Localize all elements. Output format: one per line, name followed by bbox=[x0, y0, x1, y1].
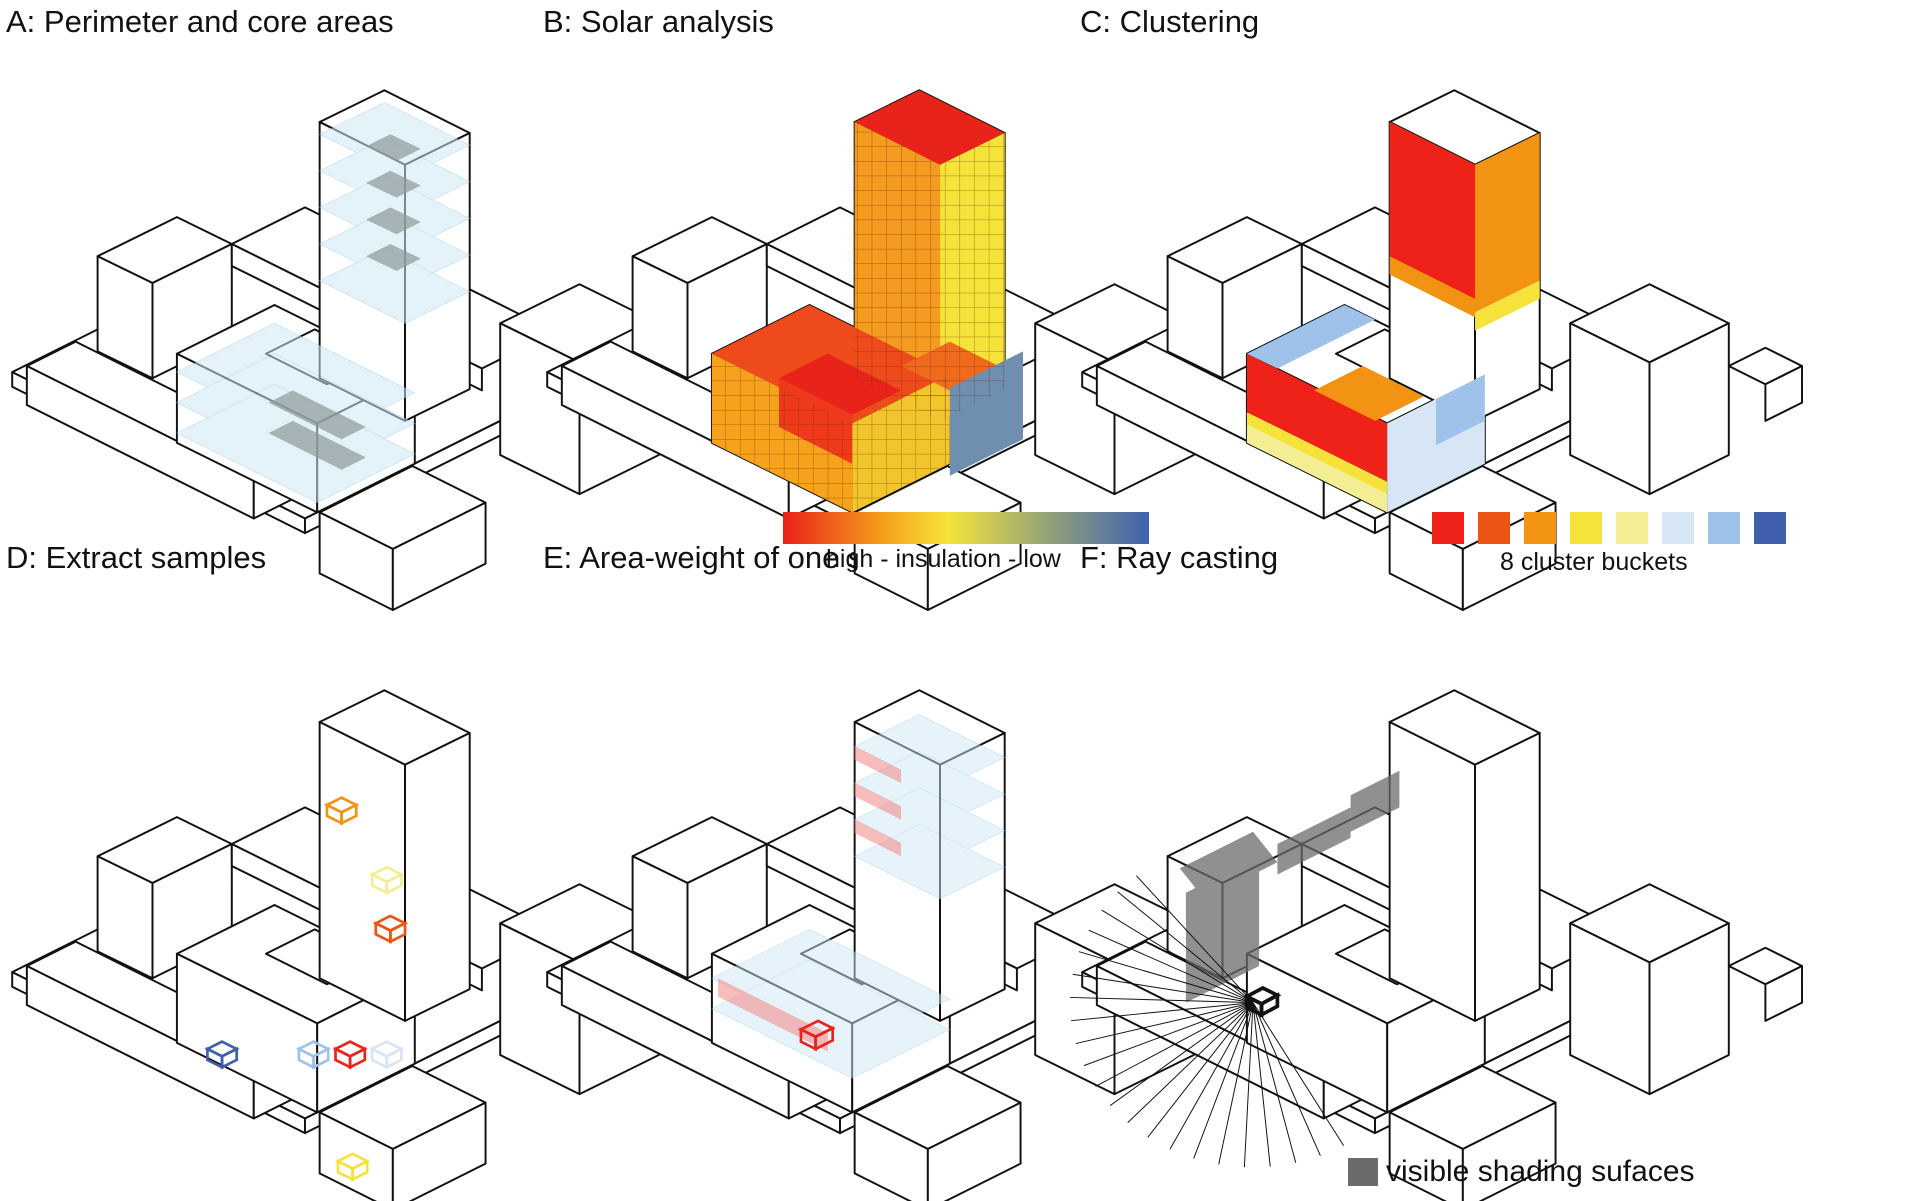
sample-box-icon bbox=[369, 865, 405, 895]
cluster-legend-label: 8 cluster buckets bbox=[1500, 548, 1688, 576]
ray-line bbox=[1083, 1002, 1254, 1067]
panel-e-diagram bbox=[546, 689, 1268, 1201]
sample-origin-box bbox=[1242, 985, 1282, 1018]
cast-rays bbox=[1070, 875, 1345, 1168]
ray-line bbox=[1109, 1002, 1254, 1106]
cluster-bucket-swatch bbox=[1616, 512, 1648, 544]
ray-line bbox=[1135, 875, 1254, 1003]
sample-box-icon bbox=[369, 1040, 405, 1070]
ray-line bbox=[1218, 1002, 1254, 1165]
ray-line bbox=[1088, 929, 1254, 1004]
ray-line bbox=[1075, 1002, 1254, 1045]
shading-surfaces bbox=[1179, 770, 1400, 1003]
sample-boxes bbox=[204, 796, 409, 1182]
ray-line bbox=[1127, 1002, 1254, 1124]
ray-line bbox=[1071, 1002, 1254, 1022]
ray-line bbox=[1243, 1002, 1254, 1168]
cluster-bucket-swatch bbox=[1570, 512, 1602, 544]
core-zones bbox=[268, 134, 421, 470]
cluster-bucket-swatch bbox=[1524, 512, 1556, 544]
selected-sample-box bbox=[797, 1019, 836, 1052]
ray-line bbox=[1095, 1002, 1254, 1087]
ray-line bbox=[1117, 891, 1254, 1003]
cluster-bucket-swatch bbox=[1708, 512, 1740, 544]
panel-c-title: C: Clustering bbox=[1080, 4, 1260, 39]
panel-c-diagram bbox=[1081, 89, 1803, 611]
cluster-bucket-swatch bbox=[1432, 512, 1464, 544]
panel-f-title: F: Ray casting bbox=[1080, 540, 1279, 575]
cluster-bucket-swatch bbox=[1478, 512, 1510, 544]
sample-box-icon bbox=[323, 796, 360, 826]
sample-box-icon bbox=[204, 1040, 240, 1070]
sample-box-icon bbox=[372, 914, 409, 944]
cluster-bucket-swatch bbox=[1754, 512, 1786, 544]
shading-legend-label: visible shading sufaces bbox=[1386, 1155, 1695, 1188]
panel-d-title: D: Extract samples bbox=[6, 540, 267, 575]
sample-box-icon bbox=[332, 1040, 368, 1070]
ray-line bbox=[1252, 1002, 1297, 1163]
cluster-bucket-legend bbox=[1432, 512, 1786, 544]
ray-line bbox=[1193, 1002, 1254, 1159]
ray-line bbox=[1169, 1002, 1254, 1150]
panel-b-title: B: Solar analysis bbox=[543, 4, 774, 39]
ray-line bbox=[1147, 1002, 1254, 1138]
ray-line bbox=[1101, 909, 1254, 1004]
ray-line bbox=[1070, 996, 1254, 1004]
ray-line bbox=[1078, 951, 1254, 1004]
solar-legend-label: high - insulation - low bbox=[826, 545, 1061, 573]
solar-heatmap bbox=[711, 90, 1023, 513]
cluster-bucket-swatch bbox=[1662, 512, 1694, 544]
solar-gradient-legend bbox=[783, 512, 1149, 544]
ray-line bbox=[1252, 1002, 1321, 1156]
shading-legend-swatch bbox=[1348, 1158, 1378, 1186]
panel-f-diagram bbox=[1070, 689, 1803, 1201]
panel-d-diagram bbox=[11, 689, 733, 1201]
panel-a-title: A: Perimeter and core areas bbox=[6, 4, 394, 39]
ray-line bbox=[1072, 973, 1254, 1004]
ray-line bbox=[1252, 1002, 1345, 1146]
ray-line bbox=[1252, 1002, 1271, 1167]
panel-a-diagram bbox=[11, 89, 733, 611]
panel-b-diagram bbox=[546, 89, 1268, 611]
cluster-coloring bbox=[1246, 122, 1540, 513]
sample-box-icon bbox=[334, 1152, 371, 1182]
sample-box-icon bbox=[295, 1040, 332, 1070]
